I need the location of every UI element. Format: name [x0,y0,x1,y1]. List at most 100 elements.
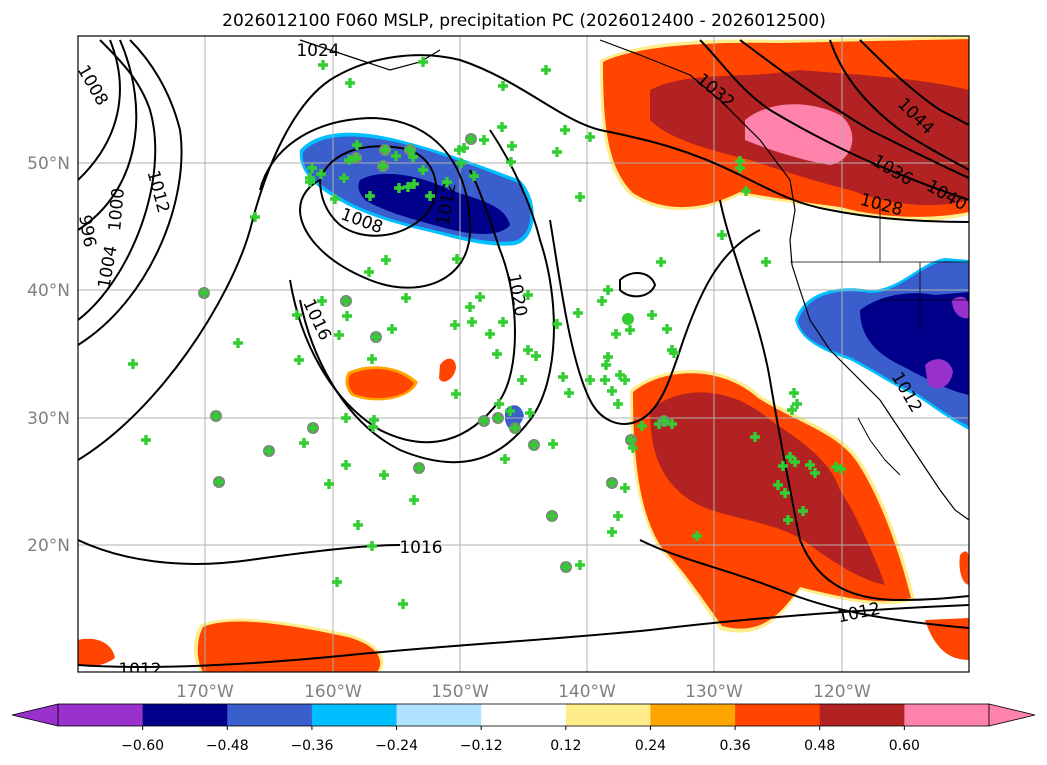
lon-tick-label: 170°W [176,682,234,702]
latitude-labels: 50°N 40°N 30°N 20°N [27,154,70,556]
isobar-label: 1024 [296,41,339,61]
station-marker [560,561,572,573]
station-marker [507,141,517,151]
station-marker [403,182,413,192]
station-marker [339,173,349,183]
station-marker [573,308,583,318]
station-marker [497,122,507,132]
station-marker [552,319,562,329]
lon-tick-label: 160°W [304,682,362,702]
isobars [78,39,969,668]
colorbar-segment [396,704,482,726]
colorbar-tick-label: 0.12 [550,738,581,754]
station-marker [523,290,533,300]
lon-tick-label: 130°W [685,682,743,702]
colorbar-tick-label: 0.36 [720,738,751,754]
lat-tick-label: 30°N [27,409,70,429]
station-marker [398,599,408,609]
colorbar: −0.60 −0.48 −0.36 −0.24 −0.12 0.12 0.24 0.36 0.4… [11,703,1036,754]
station-marker [450,320,460,330]
station-marker [667,345,677,355]
station-marker [379,470,389,480]
station-marker [761,257,771,267]
station-marker [368,422,378,432]
colorbar-segment [311,704,398,726]
station-marker [316,169,326,179]
station-marker [345,78,355,89]
station-marker [213,476,225,488]
station-marker [773,480,783,490]
station-marker [340,295,352,307]
station-marker [367,354,377,364]
station-marker [600,375,610,385]
station-marker [478,415,490,427]
station-marker [741,186,751,196]
station-marker [465,133,477,145]
map-area: 1024 1008 1012 1000 1004 996 1008 1016 1… [78,36,969,672]
station-marker [620,375,630,385]
station-marker [456,158,466,168]
station-marker [615,370,625,380]
lon-tick-label: 150°W [431,682,489,702]
station-marker [353,520,363,530]
station-marker [454,145,464,155]
station-marker [367,541,377,551]
station-marker [369,415,379,425]
station-marker [479,135,489,145]
station-marker [307,422,319,434]
colorbar-tick-label: −0.48 [206,738,249,754]
station-marker [452,254,462,264]
station-marker [381,255,391,265]
station-marker [364,267,374,277]
station-marker [305,177,315,187]
station-marker [198,287,210,299]
station-marker [585,132,595,142]
station-marker [531,351,541,361]
lat-tick-label: 40°N [27,281,70,301]
station-marker [409,179,419,189]
station-marker [498,317,508,327]
station-marker [625,434,637,446]
station-marker [330,194,340,204]
station-marker [552,147,562,157]
station-marker [613,511,623,521]
station-marker [233,338,243,348]
station-marker [523,345,533,355]
station-marker [831,462,841,472]
station-marker [780,488,790,498]
station-marker [662,324,672,334]
colorbar-tick-label: 0.24 [635,738,666,754]
station-marker [607,527,617,537]
station-marker [560,125,570,135]
station-marker [317,296,327,306]
colorbar-tick-label: −0.24 [375,738,418,754]
station-marker [498,81,508,92]
station-marker [525,408,535,418]
station-marker [500,454,510,464]
station-marker [352,140,362,150]
station-marker [250,212,260,222]
colorbar-tick-label: −0.36 [290,738,333,754]
station-marker [564,388,574,398]
station-marker [409,495,419,505]
station-marker [341,460,351,470]
colorbar-tick-label: −0.60 [121,738,164,754]
station-marker [541,65,551,76]
station-marker [342,311,352,321]
station-marker [492,412,504,424]
station-marker [528,439,540,451]
station-marker [667,419,677,429]
colorbar-segment [904,704,990,726]
station-marker [334,330,344,340]
station-marker [620,483,630,493]
colorbar-segment [650,704,736,726]
colorbar-segment [58,704,144,726]
colorbar-segment [565,704,651,726]
station-marker [597,296,607,306]
colorbar-segment [142,704,228,726]
station-marker [469,171,479,181]
station-marker [787,405,797,415]
station-marker [485,329,495,339]
station-marker [575,192,585,202]
